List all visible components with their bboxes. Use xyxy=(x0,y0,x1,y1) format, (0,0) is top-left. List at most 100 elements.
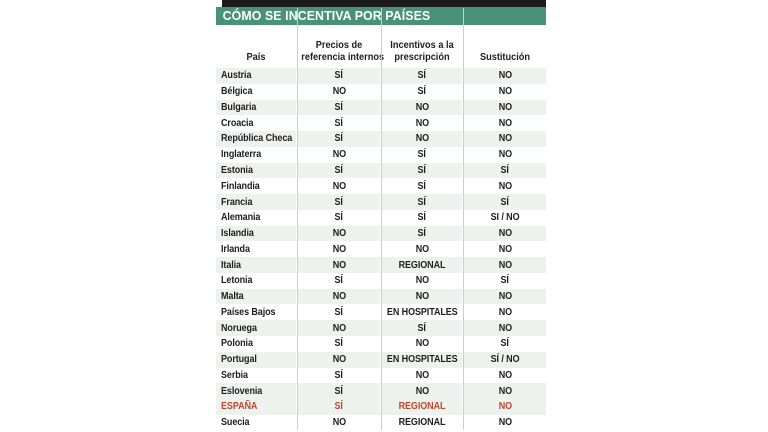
cell-sustitucion: NO xyxy=(464,288,546,305)
cell-sustitucion: NO xyxy=(498,243,512,255)
page-title: CÓMO SE INCENTIVA POR PAÍSES xyxy=(222,8,431,23)
header-divider-1 xyxy=(297,8,298,430)
table-row: Portugal NO EN HOSPITALES SÍ / NO xyxy=(216,351,546,368)
cell-precios-referencia: NO xyxy=(298,288,380,305)
cell-sustitucion: SÍ xyxy=(500,275,510,287)
cell-pais: Francia xyxy=(216,194,296,210)
header-divider-2 xyxy=(381,8,382,430)
column-header-0: País xyxy=(246,52,266,63)
cell-precios-referencia: SÍ xyxy=(298,162,380,179)
cell-sustitucion: SÍ xyxy=(464,194,546,210)
cell-incentivos-prescripcion: NO xyxy=(415,369,429,381)
cell-pais: Inglaterra xyxy=(221,149,262,161)
cell-incentivos-prescripcion: SÍ xyxy=(382,320,462,337)
cell-precios-referencia: SÍ xyxy=(334,275,344,287)
cell-sustitucion: NO xyxy=(498,86,512,98)
cell-pais: República Checa xyxy=(216,131,296,147)
cell-sustitucion: NO xyxy=(464,383,546,400)
cell-pais: Malta xyxy=(216,288,296,305)
cell-pais: Letonia xyxy=(221,275,253,287)
table-row: Malta NO NO NO xyxy=(216,288,546,305)
table-row: Serbia SÍ NO NO xyxy=(216,368,546,384)
cell-pais: Austria xyxy=(216,68,296,84)
cell-precios-referencia: NO xyxy=(298,351,380,368)
cell-incentivos-prescripcion: SÍ xyxy=(417,180,427,192)
table-row: Austria SÍ SÍ NO xyxy=(216,68,546,84)
cell-incentivos-prescripcion: SÍ xyxy=(382,68,462,84)
cell-incentivos-prescripcion: SÍ xyxy=(417,149,427,161)
table-row: República Checa SÍ NO NO xyxy=(216,131,546,147)
cell-precios-referencia: NO xyxy=(298,320,380,337)
cell-incentivos-prescripcion: EN HOSPITALES xyxy=(386,306,458,318)
cell-sustitucion: NO xyxy=(464,68,546,84)
table-row: Francia SÍ SÍ SÍ xyxy=(216,194,546,210)
cell-incentivos-prescripcion: SÍ xyxy=(417,86,427,98)
cell-precios-referencia: NO xyxy=(332,243,346,255)
cell-sustitucion: NO xyxy=(464,257,546,273)
cell-sustitucion: NO xyxy=(498,149,512,161)
cell-incentivos-prescripcion: EN HOSPITALES xyxy=(382,351,462,368)
cell-incentivos-prescripcion: SÍ xyxy=(382,162,462,179)
cell-incentivos-prescripcion: NO xyxy=(415,117,429,129)
cell-sustitucion: NO xyxy=(464,131,546,147)
cell-incentivos-prescripcion: NO xyxy=(382,383,462,400)
cell-precios-referencia: SÍ xyxy=(298,194,380,210)
cell-pais: Eslovenia xyxy=(216,383,296,400)
table-row: Croacia SÍ NO NO xyxy=(216,115,546,131)
table-body: Austria SÍ SÍ NO Bélgica NO SÍ NO Bulgaria SÍ NO NO… xyxy=(216,68,546,431)
table-row: Bulgaria SÍ NO NO xyxy=(216,99,546,116)
cell-sustitucion: SI / NO xyxy=(490,212,520,224)
cell-precios-referencia: NO xyxy=(298,225,380,242)
cell-precios-referencia: SÍ xyxy=(298,131,380,147)
cell-precios-referencia: NO xyxy=(332,180,346,192)
cell-pais: Estonia xyxy=(216,162,296,179)
cell-incentivos-prescripcion: NO xyxy=(382,288,462,305)
cell-precios-referencia: SÍ xyxy=(334,306,344,318)
cell-precios-referencia: SÍ xyxy=(334,117,344,129)
cell-pais: Italia xyxy=(216,257,296,273)
cell-pais: Irlanda xyxy=(221,243,250,255)
cell-incentivos-prescripcion: NO xyxy=(415,275,429,287)
cell-pais: Polonia xyxy=(221,338,253,350)
table-row: Eslovenia SÍ NO NO xyxy=(216,383,546,400)
cell-pais: Noruega xyxy=(216,320,296,337)
cell-precios-referencia: SÍ xyxy=(334,369,344,381)
cell-sustitucion: NO xyxy=(464,399,546,415)
cell-sustitucion: SÍ xyxy=(500,338,510,350)
cell-sustitucion: NO xyxy=(498,117,512,129)
cell-incentivos-prescripcion: NO xyxy=(415,243,429,255)
cell-pais: Suecia xyxy=(221,417,250,429)
table-row: Irlanda NO NO NO xyxy=(216,241,546,257)
cell-incentivos-prescripcion: REGIONAL xyxy=(382,399,462,415)
cell-precios-referencia: SÍ xyxy=(298,99,380,116)
table-row: Islandia NO SÍ NO xyxy=(216,225,546,242)
table-header-row: País Precios de referencia internos Incenti… xyxy=(216,25,546,68)
cell-pais: Países Bajos xyxy=(221,306,276,318)
cell-incentivos-prescripcion: NO xyxy=(382,131,462,147)
cell-incentivos-prescripcion: REGIONAL xyxy=(382,257,462,273)
table-row: Finlandia NO SÍ NO xyxy=(216,178,546,194)
cell-sustitucion: NO xyxy=(464,225,546,242)
cell-pais: Finlandia xyxy=(221,180,260,192)
incentives-table-infographic: CÓMO SE INCENTIVA POR PAÍSES País Precios… xyxy=(216,0,546,432)
cell-incentivos-prescripcion: NO xyxy=(415,338,429,350)
cell-incentivos-prescripcion: SÍ xyxy=(382,194,462,210)
cell-incentivos-prescripcion: REGIONAL xyxy=(398,417,446,429)
cell-pais: Islandia xyxy=(216,225,296,242)
cell-sustitucion: SÍ / NO xyxy=(464,351,546,368)
cell-precios-referencia: SÍ xyxy=(298,383,380,400)
table-row: Bélgica NO SÍ NO xyxy=(216,84,546,100)
cell-sustitucion: NO xyxy=(498,369,512,381)
cell-pais: Portugal xyxy=(216,351,296,368)
cell-pais: ESPAÑA xyxy=(216,399,296,415)
column-header-3: Sustitución xyxy=(479,52,531,63)
top-black-bar xyxy=(222,0,546,7)
table-row: Inglaterra NO SÍ NO xyxy=(216,147,546,163)
table-row: Suecia NO REGIONAL NO xyxy=(216,415,546,431)
cell-precios-referencia: SÍ xyxy=(298,68,380,84)
cell-sustitucion: NO xyxy=(498,180,512,192)
cell-incentivos-prescripcion: SÍ xyxy=(417,212,427,224)
table-row: Polonia SÍ NO SÍ xyxy=(216,336,546,352)
cell-sustitucion: NO xyxy=(464,320,546,337)
column-header-1: Precios de referencia internos xyxy=(301,40,385,63)
